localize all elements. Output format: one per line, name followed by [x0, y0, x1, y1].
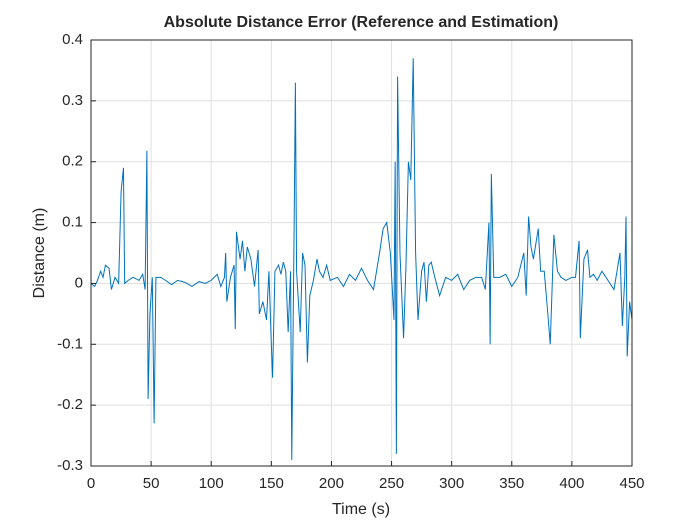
x-tick-label: 0 [87, 475, 95, 492]
y-tick-label: -0.2 [57, 396, 83, 413]
x-tick-label: 250 [379, 475, 404, 492]
y-axis-label: Distance (m) [31, 208, 48, 299]
axes-box [90, 39, 633, 467]
x-tick-label: 150 [259, 475, 284, 492]
x-tick-label: 50 [143, 475, 160, 492]
y-tick-label: 0 [75, 274, 83, 291]
x-tick-label: 400 [559, 475, 584, 492]
chart-title: Absolute Distance Error (Reference and E… [164, 14, 559, 31]
y-tick-label: 0.3 [62, 92, 83, 109]
x-tick-label: 350 [499, 475, 524, 492]
x-tick-label: 450 [619, 475, 644, 492]
x-tick-label: 200 [319, 475, 344, 492]
data-line [90, 58, 633, 460]
y-tick-label: 0.2 [62, 153, 83, 170]
y-tick-label: 0.4 [62, 31, 83, 48]
x-tick-label: 100 [199, 475, 224, 492]
plot-area [91, 40, 632, 466]
y-tick-label: 0.1 [62, 214, 83, 231]
x-tick-label: 300 [439, 475, 464, 492]
y-tick-label: -0.3 [57, 457, 83, 474]
x-axis-label: Time (s) [332, 501, 390, 518]
y-tick-label: -0.1 [57, 335, 83, 352]
plot [90, 58, 633, 460]
